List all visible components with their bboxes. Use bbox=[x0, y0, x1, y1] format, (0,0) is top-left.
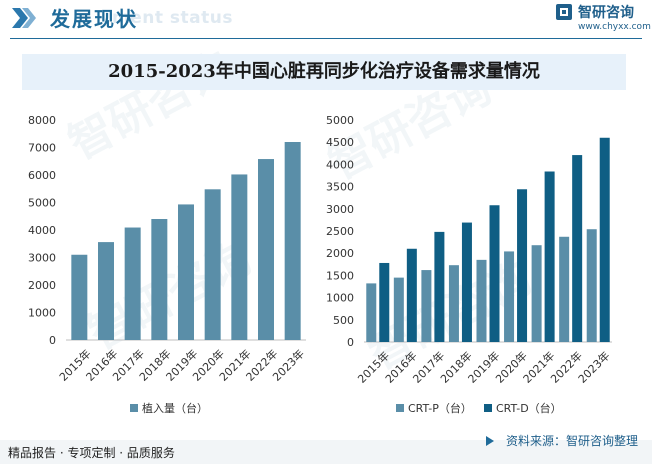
y-tick-label: 0 bbox=[347, 336, 354, 349]
legend-label: 植入量（台） bbox=[142, 401, 208, 415]
header-divider bbox=[10, 38, 642, 39]
bar bbox=[544, 171, 555, 342]
y-tick-label: 3500 bbox=[326, 181, 354, 194]
bar bbox=[448, 265, 459, 342]
bar bbox=[434, 231, 445, 342]
y-tick-label: 1000 bbox=[28, 307, 56, 320]
bar bbox=[531, 245, 542, 342]
footer-source: 资料来源：智研咨询整理 bbox=[506, 434, 639, 448]
bar bbox=[421, 270, 432, 342]
bar bbox=[258, 159, 274, 340]
bar bbox=[406, 248, 417, 342]
y-tick-label: 0 bbox=[49, 334, 56, 347]
y-tick-label: 1000 bbox=[326, 292, 354, 305]
bar bbox=[379, 262, 390, 342]
bar bbox=[284, 142, 301, 340]
legend-swatch bbox=[396, 404, 404, 412]
bar bbox=[476, 259, 487, 342]
y-tick-label: 3000 bbox=[28, 252, 56, 265]
bar bbox=[572, 155, 583, 342]
bar bbox=[393, 277, 404, 342]
y-tick-label: 5000 bbox=[326, 114, 354, 127]
legend-label: CRT-P（台） bbox=[408, 401, 472, 415]
y-tick-label: 4500 bbox=[326, 136, 354, 149]
footer-bar bbox=[0, 440, 652, 464]
y-tick-label: 6000 bbox=[28, 169, 56, 182]
bar bbox=[517, 189, 528, 342]
brand-name: 智研咨询 bbox=[578, 5, 634, 21]
brand-url: www.chyxx.com bbox=[578, 22, 651, 32]
bar bbox=[559, 236, 570, 342]
y-tick-label: 1500 bbox=[326, 269, 354, 282]
y-tick-label: 4000 bbox=[326, 158, 354, 171]
triangle-icon bbox=[486, 436, 494, 446]
y-tick-label: 4000 bbox=[28, 224, 56, 237]
bar bbox=[586, 229, 597, 342]
y-tick-label: 2500 bbox=[326, 225, 354, 238]
bar bbox=[599, 137, 610, 342]
footer-slogan: 精品报告 · 专项定制 · 品质服务 bbox=[8, 446, 175, 460]
bar bbox=[151, 219, 168, 340]
bar bbox=[504, 251, 515, 342]
y-tick-label: 3000 bbox=[326, 203, 354, 216]
legend-swatch bbox=[130, 404, 138, 412]
legend-swatch bbox=[484, 404, 492, 412]
y-tick-label: 8000 bbox=[28, 114, 56, 127]
y-tick-label: 7000 bbox=[28, 142, 56, 155]
section-title: 发展现状 bbox=[50, 7, 138, 31]
bar bbox=[231, 174, 248, 340]
y-tick-label: 2000 bbox=[28, 279, 56, 292]
legend-label: CRT-D（台） bbox=[496, 401, 562, 415]
bar bbox=[366, 283, 377, 342]
section-subtitle: ment status bbox=[112, 8, 233, 28]
bar bbox=[204, 189, 221, 340]
bar bbox=[489, 205, 500, 342]
y-tick-label: 5000 bbox=[28, 197, 56, 210]
chevron-double-icon bbox=[12, 8, 36, 28]
bar bbox=[124, 227, 141, 340]
y-tick-label: 500 bbox=[333, 314, 354, 327]
title-band bbox=[22, 54, 626, 90]
bar bbox=[178, 204, 194, 340]
brand-logo-icon bbox=[556, 4, 572, 20]
page-header: ment status 发展现状 智研咨询 www.chyxx.com bbox=[0, 0, 652, 44]
y-tick-label: 2000 bbox=[326, 247, 354, 260]
bar bbox=[461, 222, 472, 342]
bar bbox=[71, 254, 88, 340]
bar bbox=[98, 242, 114, 340]
chart-title: 2015-2023年中国心脏再同步化治疗设备需求量情况 bbox=[108, 61, 540, 82]
